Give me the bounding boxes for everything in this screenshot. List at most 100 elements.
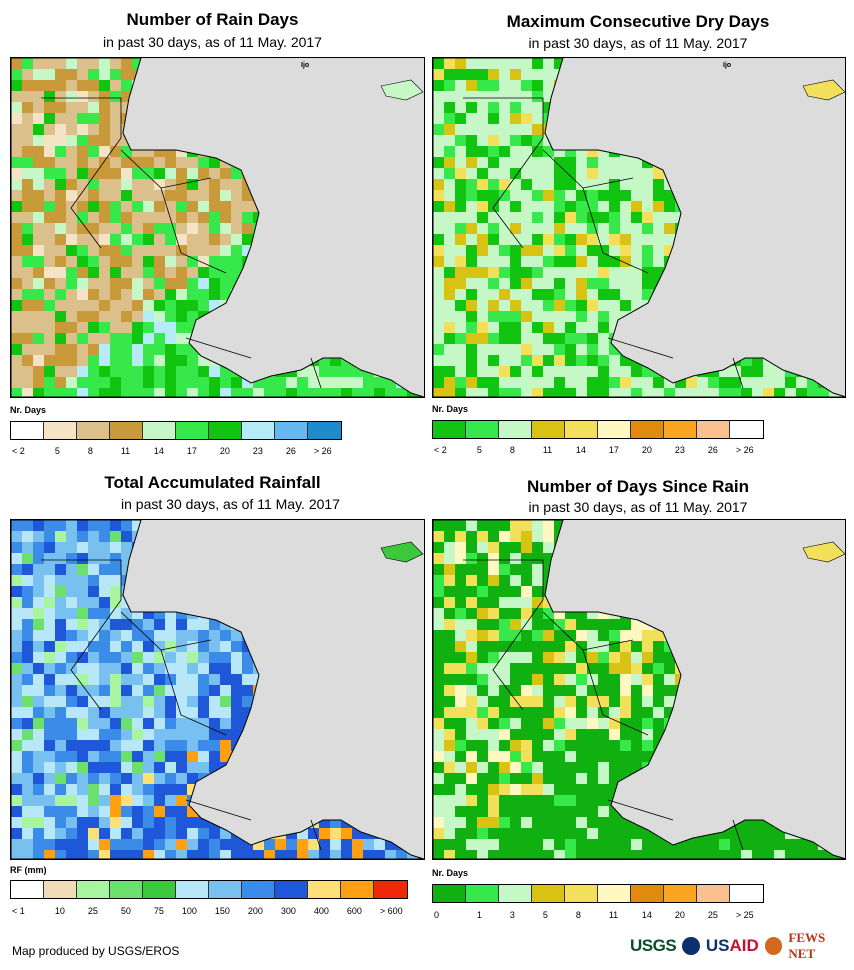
map-cell bbox=[631, 113, 642, 124]
map-cell bbox=[275, 751, 286, 762]
map-cell bbox=[565, 553, 576, 564]
map-cell bbox=[385, 751, 396, 762]
map-cell bbox=[22, 850, 33, 859]
map-cell bbox=[330, 795, 341, 806]
map-cell bbox=[363, 124, 374, 135]
map-cell bbox=[730, 839, 741, 850]
map-cell bbox=[675, 608, 686, 619]
map-cell bbox=[609, 652, 620, 663]
map-cell bbox=[99, 322, 110, 333]
map-cell bbox=[488, 58, 499, 69]
map-cell bbox=[66, 553, 77, 564]
map-cell bbox=[330, 311, 341, 322]
map-cell bbox=[77, 575, 88, 586]
map-cell bbox=[730, 212, 741, 223]
map-cell bbox=[88, 564, 99, 575]
map-cell bbox=[165, 344, 176, 355]
map-cell bbox=[55, 828, 66, 839]
map-cell bbox=[154, 377, 165, 388]
map-cell bbox=[231, 707, 242, 718]
map-cell bbox=[785, 124, 796, 135]
map-cell bbox=[253, 179, 264, 190]
map-cell bbox=[374, 234, 385, 245]
map-cell bbox=[132, 630, 143, 641]
map-cell bbox=[774, 597, 785, 608]
map-cell bbox=[807, 839, 818, 850]
map-cell bbox=[99, 168, 110, 179]
usgs-logo: USGS bbox=[630, 936, 677, 955]
map-cell bbox=[330, 223, 341, 234]
map-cell bbox=[132, 146, 143, 157]
map-cell bbox=[554, 278, 565, 289]
map-cell bbox=[653, 58, 664, 69]
map-cell bbox=[308, 267, 319, 278]
map-cell bbox=[510, 531, 521, 542]
map-cell bbox=[143, 168, 154, 179]
map-cell bbox=[763, 366, 774, 377]
legend-tick-label: 11 bbox=[542, 445, 553, 455]
map-cell bbox=[642, 542, 653, 553]
map-cell bbox=[33, 366, 44, 377]
map-cell bbox=[840, 102, 845, 113]
map-cell bbox=[444, 641, 455, 652]
map-cell bbox=[77, 828, 88, 839]
map-cell bbox=[275, 69, 286, 80]
map-cell bbox=[818, 828, 829, 839]
map-cell bbox=[675, 751, 686, 762]
map-cell bbox=[466, 300, 477, 311]
map-cell bbox=[374, 91, 385, 102]
map-cell bbox=[642, 839, 653, 850]
map-cell bbox=[33, 663, 44, 674]
map-cell bbox=[198, 685, 209, 696]
map-cell bbox=[407, 223, 418, 234]
map-cell bbox=[631, 256, 642, 267]
map-cell bbox=[11, 388, 22, 397]
map-cell bbox=[253, 190, 264, 201]
map-cell bbox=[121, 674, 132, 685]
map-cell bbox=[264, 850, 275, 859]
map-cell bbox=[642, 575, 653, 586]
map-cell bbox=[396, 124, 407, 135]
map-cell bbox=[433, 564, 444, 575]
map-cell bbox=[840, 113, 845, 124]
map-cell bbox=[587, 91, 598, 102]
map-cell bbox=[532, 520, 543, 531]
map-cell bbox=[88, 201, 99, 212]
map-cell bbox=[418, 234, 424, 245]
map-cell bbox=[796, 839, 807, 850]
map-cell bbox=[433, 135, 444, 146]
map-cell bbox=[264, 333, 275, 344]
map-cell bbox=[763, 751, 774, 762]
map-cell bbox=[730, 58, 741, 69]
map-cell bbox=[433, 751, 444, 762]
map-cell bbox=[785, 102, 796, 113]
map-cell bbox=[242, 388, 253, 397]
map-cell bbox=[33, 773, 44, 784]
map-cell bbox=[455, 707, 466, 718]
map-cell bbox=[719, 729, 730, 740]
map-cell bbox=[653, 641, 664, 652]
map-cell bbox=[642, 179, 653, 190]
map-cell bbox=[165, 663, 176, 674]
map-cell bbox=[407, 652, 418, 663]
map-cell bbox=[22, 91, 33, 102]
map-cell bbox=[686, 718, 697, 729]
map-cell bbox=[840, 223, 845, 234]
map-cell bbox=[741, 300, 752, 311]
map-cell bbox=[231, 795, 242, 806]
map-cell bbox=[407, 333, 418, 344]
map-cell bbox=[598, 69, 609, 80]
map-cell bbox=[565, 652, 576, 663]
map-cell bbox=[752, 322, 763, 333]
map-cell bbox=[253, 58, 264, 69]
map-cell bbox=[620, 256, 631, 267]
map-cell bbox=[132, 762, 143, 773]
map-cell bbox=[176, 553, 187, 564]
map-cell bbox=[176, 652, 187, 663]
map-cell bbox=[374, 157, 385, 168]
map-cell bbox=[209, 267, 220, 278]
map-cell bbox=[99, 58, 110, 69]
map-cell bbox=[308, 157, 319, 168]
map-cell bbox=[785, 839, 796, 850]
map-cell bbox=[488, 245, 499, 256]
